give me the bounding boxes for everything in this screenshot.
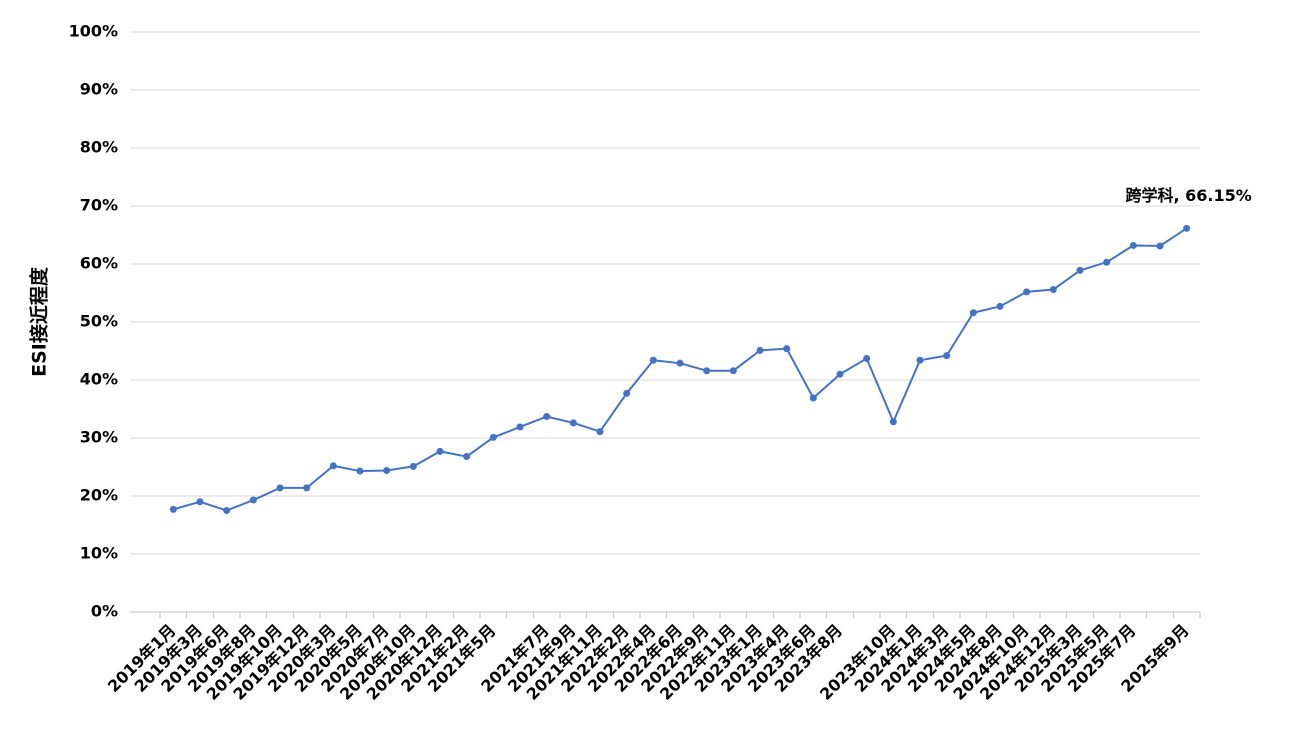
marker: [409, 462, 417, 470]
marker: [383, 466, 391, 474]
marker: [729, 367, 737, 375]
marker: [916, 356, 924, 364]
marker: [1103, 258, 1111, 266]
marker: [1023, 288, 1031, 296]
marker: [1076, 266, 1084, 274]
y-tick-label: 40%: [80, 370, 118, 389]
y-tick-label: 10%: [80, 544, 118, 563]
marker: [836, 370, 844, 378]
marker: [543, 413, 551, 421]
marker: [1156, 242, 1164, 250]
y-tick-label: 20%: [80, 486, 118, 505]
marker: [596, 428, 604, 436]
line: [173, 227, 1188, 512]
marker: [649, 356, 657, 364]
marker: [969, 309, 977, 317]
marker: [276, 484, 284, 492]
marker: [303, 484, 311, 492]
marker: [329, 462, 337, 470]
marker: [436, 447, 444, 455]
marker: [783, 345, 791, 353]
marker: [196, 498, 204, 506]
marker: [809, 394, 817, 402]
y-tick-label: 80%: [80, 138, 118, 157]
marker: [516, 423, 524, 431]
marker: [463, 453, 471, 461]
marker: [249, 496, 257, 504]
marker: [223, 507, 231, 514]
marker: [169, 505, 177, 513]
marker: [889, 418, 897, 426]
marker: [623, 389, 631, 397]
marker: [943, 352, 951, 360]
y-tick-label: 0%: [91, 602, 118, 621]
marker: [703, 367, 711, 375]
marker: [756, 346, 764, 354]
y-tick-label: 50%: [80, 312, 118, 331]
marker: [569, 419, 577, 427]
y-tick-label: 60%: [80, 254, 118, 273]
marker: [1129, 241, 1137, 249]
marker: [356, 467, 364, 475]
y-tick-label: 30%: [80, 428, 118, 447]
y-tick-label: 70%: [80, 196, 118, 215]
y-tick-label: 100%: [69, 22, 118, 41]
marker: [489, 433, 497, 441]
marker: [996, 302, 1004, 310]
marker: [676, 359, 684, 367]
y-tick-label: 90%: [80, 80, 118, 99]
marker: [863, 355, 871, 363]
marker: [1049, 286, 1057, 294]
marker: [1183, 224, 1191, 232]
data-label: 跨学科, 66.15%: [1126, 186, 1252, 205]
y-axis-label: ESI接近程度: [28, 266, 51, 377]
